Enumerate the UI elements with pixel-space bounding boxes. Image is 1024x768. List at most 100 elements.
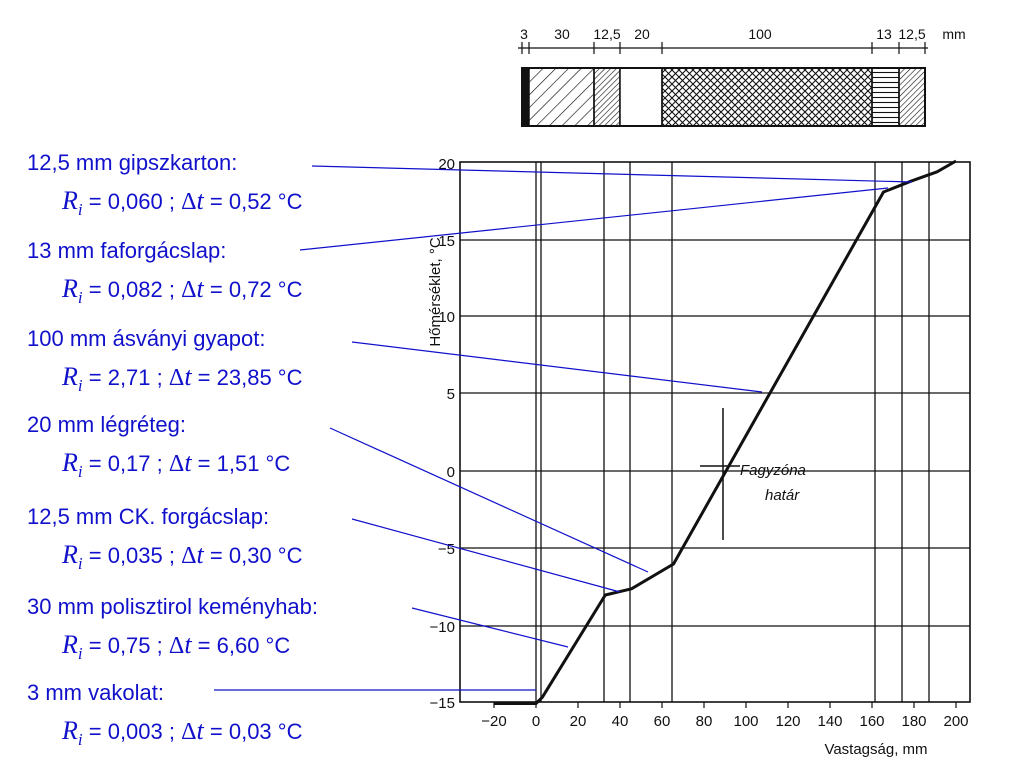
dim-label-gypsum: 12,5 (898, 26, 925, 42)
delta-symbol: Δ (168, 451, 185, 477)
layer-values: Ri = 0,75 ; Δt = 6,60 °C (62, 630, 290, 664)
r-symbol: R (62, 540, 78, 569)
i-subscript: i (77, 554, 83, 573)
layer-name: 12,5 mm gipszkarton: (27, 150, 238, 175)
layer-name: 20 mm légréteg: (27, 412, 186, 437)
y-axis-title: Hőmérséklet, °C (427, 237, 444, 347)
t-symbol: t (196, 186, 204, 215)
t-symbol: t (184, 448, 192, 477)
dt-value: = 6,60 °C (191, 633, 291, 658)
i-subscript: i (77, 462, 83, 481)
leader-chipboard (299, 187, 889, 251)
dim-label-plaster: 3 (520, 26, 528, 42)
i-subscript: i (77, 200, 83, 219)
layer-name: 100 mm ásványi gyapot: (27, 326, 266, 351)
x-tick-label: 100 (733, 713, 758, 730)
dt-value: = 23,85 °C (191, 365, 303, 390)
r-value: = 0,060 ; (88, 189, 182, 214)
leader-air-gap (329, 427, 649, 573)
t-symbol: t (196, 274, 204, 303)
layer-name: 13 mm faforgácslap: (27, 238, 227, 263)
leader-mineral-wool (351, 341, 763, 393)
y-tick-label: −15 (430, 695, 455, 712)
strip-layer-air-gap (619, 67, 663, 127)
y-tick-label: 10 (438, 309, 455, 326)
r-symbol: R (62, 716, 78, 745)
y-tick-label: −10 (430, 619, 455, 636)
layer-name: 12,5 mm CK. forgácslap: (27, 504, 270, 529)
leader-ck-board (351, 518, 621, 593)
r-symbol: R (62, 630, 78, 659)
t-symbol: t (196, 716, 204, 745)
y-tick-label: 20 (438, 156, 455, 173)
temperature-gridlines (460, 239, 970, 627)
x-tick-label: 80 (696, 713, 713, 730)
leader-gypsum (311, 165, 913, 183)
x-tick-label: 20 (570, 713, 587, 730)
x-tick-label: 180 (901, 713, 926, 730)
layer-values: Ri = 0,035 ; Δt = 0,30 °C (62, 540, 302, 574)
temperature-curve (494, 159, 957, 705)
y-tick-label: 0 (447, 464, 455, 481)
plot-frame (459, 161, 971, 703)
t-symbol: t (184, 630, 192, 659)
strip-outline (521, 67, 926, 127)
dim-label-chipboard: 13 (876, 26, 892, 42)
r-value: = 0,035 ; (88, 543, 182, 568)
strip-layer-mineral-wool (661, 67, 873, 127)
dt-value: = 0,03 °C (203, 719, 303, 744)
leader-polystyrene (411, 607, 569, 648)
dimension-ticks (521, 42, 926, 54)
dimension-line (518, 42, 928, 54)
x-axis-ticks (493, 702, 957, 708)
x-axis-labels: −20 0 20 40 60 80 100 120 140 160 180 20… (481, 713, 968, 730)
dim-label-mineral-wool: 100 (748, 26, 772, 42)
x-tick-label: 160 (859, 713, 884, 730)
dimension-labels: 3 30 12,5 20 100 13 12,5 mm (520, 26, 966, 42)
frost-line-marker (700, 408, 740, 540)
dim-label-unit: mm (942, 26, 965, 42)
wall-section-strip (521, 67, 926, 127)
x-tick-label: 120 (775, 713, 800, 730)
strip-layer-gypsum (898, 67, 926, 127)
delta-symbol: Δ (168, 365, 185, 391)
t-symbol: t (196, 540, 204, 569)
r-symbol: R (62, 274, 78, 303)
delta-symbol: Δ (181, 543, 197, 569)
x-tick-label: −20 (481, 713, 506, 730)
r-value: = 2,71 ; (88, 365, 169, 390)
layer-values: Ri = 0,17 ; Δt = 1,51 °C (62, 448, 290, 482)
x-tick-label: 0 (532, 713, 540, 730)
layer-values: Ri = 0,003 ; Δt = 0,03 °C (62, 716, 302, 750)
r-value: = 0,003 ; (88, 719, 182, 744)
x-tick-label: 200 (943, 713, 968, 730)
strip-layer-chipboard (871, 67, 900, 127)
layer-values: Ri = 2,71 ; Δt = 23,85 °C (62, 362, 302, 396)
x-axis-title: Vastagság, mm (824, 741, 927, 758)
layer-name: 3 mm vakolat: (27, 680, 164, 705)
x-tick-label: 40 (612, 713, 629, 730)
r-value: = 0,75 ; (88, 633, 169, 658)
dt-value: = 1,51 °C (191, 451, 291, 476)
delta-symbol: Δ (168, 633, 185, 659)
dim-label-ck-board: 12,5 (593, 26, 620, 42)
layer-values: Ri = 0,060 ; Δt = 0,52 °C (62, 186, 302, 220)
i-subscript: i (77, 288, 83, 307)
frost-line-label-1: Fagyzóna (740, 462, 806, 479)
strip-layer-ck-board (593, 67, 621, 127)
layer-values: Ri = 0,082 ; Δt = 0,72 °C (62, 274, 302, 308)
x-tick-label: 140 (817, 713, 842, 730)
i-subscript: i (77, 376, 83, 395)
r-value: = 0,082 ; (88, 277, 182, 302)
delta-symbol: Δ (181, 719, 197, 745)
i-subscript: i (77, 730, 83, 749)
r-symbol: R (62, 448, 78, 477)
y-tick-label: 5 (447, 386, 455, 403)
i-subscript: i (77, 644, 83, 663)
r-value: = 0,17 ; (88, 451, 169, 476)
dt-value: = 0,52 °C (203, 189, 303, 214)
layer-name: 30 mm polisztirol keményhab: (27, 594, 319, 619)
y-axis-ticks: 20 15 10 5 0 −5 −10 −15 (430, 156, 455, 712)
r-symbol: R (62, 186, 78, 215)
